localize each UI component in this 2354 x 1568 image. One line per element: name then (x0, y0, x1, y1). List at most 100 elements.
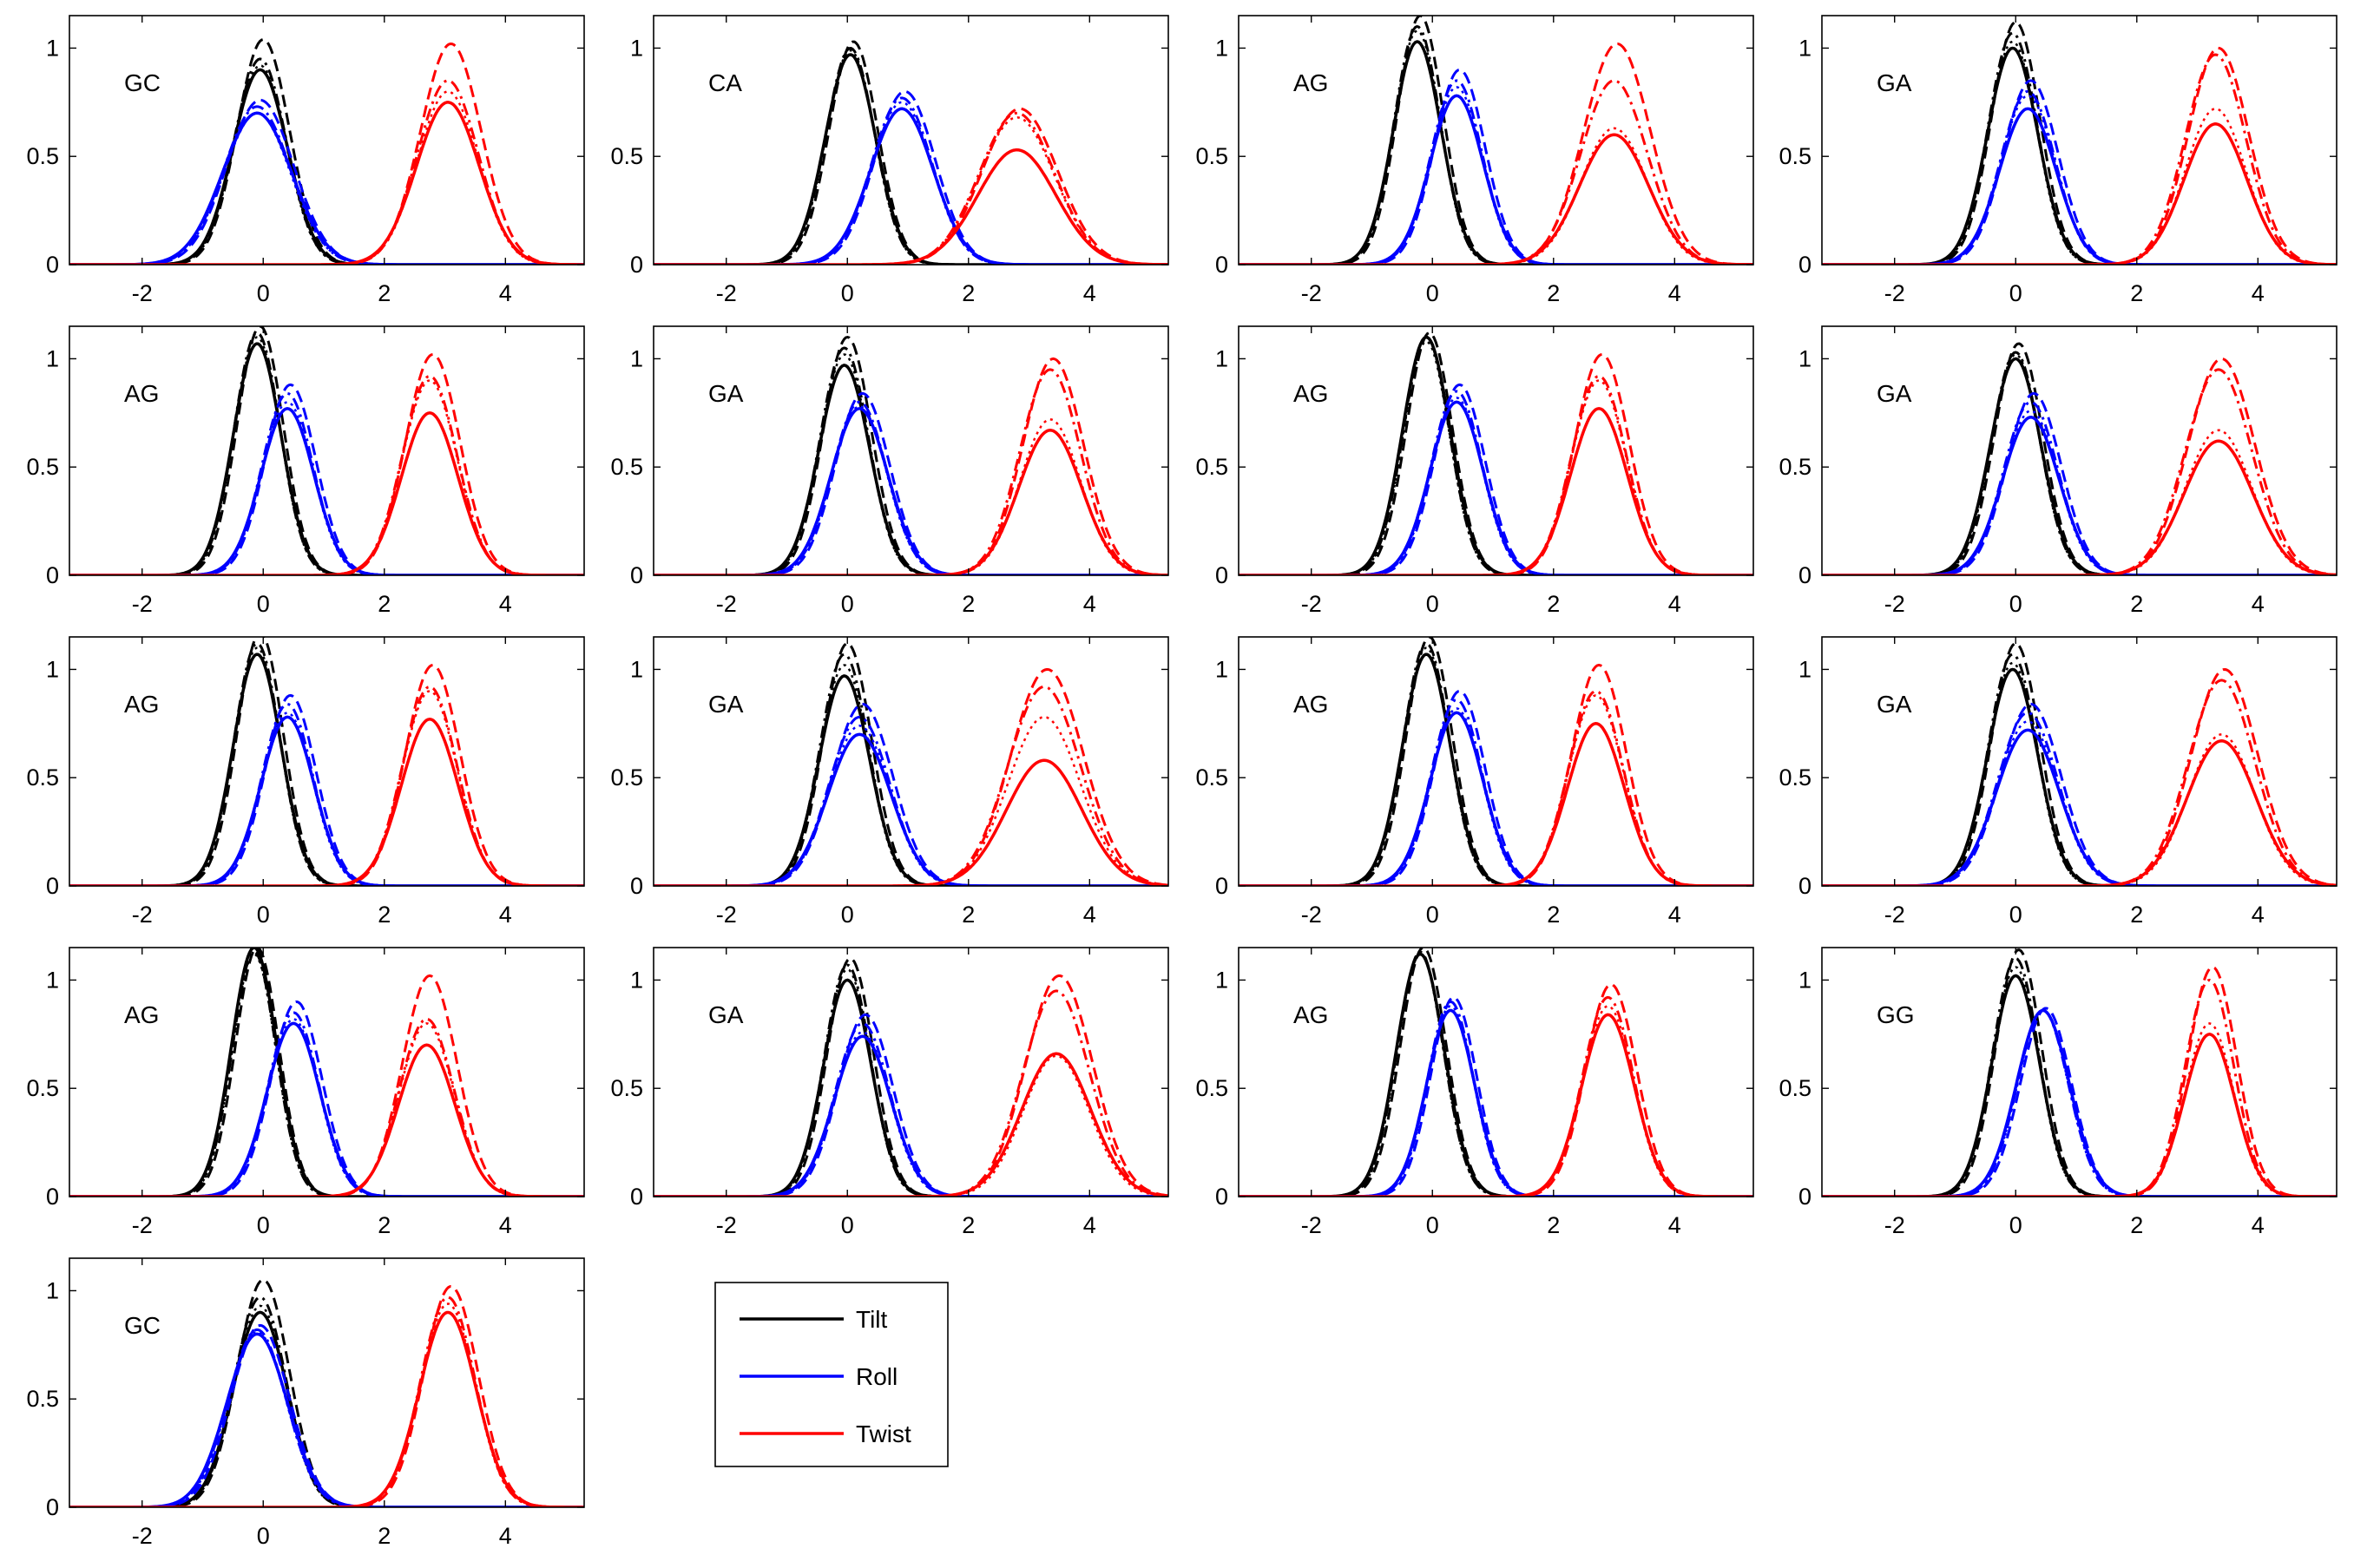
x-tick-label: 4 (2252, 1212, 2265, 1238)
legend-label: Twist (856, 1420, 911, 1447)
x-tick-label: 0 (841, 280, 854, 306)
y-tick-label: 0.5 (26, 764, 59, 791)
y-tick-label: 0.5 (1195, 1075, 1228, 1101)
x-tick-label: 0 (257, 1523, 270, 1549)
x-tick-label: 2 (962, 1212, 975, 1238)
y-tick-label: 0 (1798, 562, 1812, 588)
y-tick-label: 1 (1215, 345, 1228, 371)
roll-dashdot-line (1239, 390, 1753, 575)
x-tick-label: 0 (841, 591, 854, 617)
x-tick-label: -2 (132, 591, 153, 617)
x-tick-label: 2 (2130, 1212, 2143, 1238)
panel-curves (654, 40, 1168, 265)
y-tick-label: 1 (46, 656, 59, 682)
x-tick-label: 0 (841, 1212, 854, 1238)
legend-label: Roll (856, 1363, 898, 1390)
x-tick-label: 2 (378, 1212, 391, 1238)
y-tick-label: 0.5 (610, 764, 643, 791)
x-tick-label: 4 (499, 280, 512, 306)
y-tick-label: 0.5 (26, 1075, 59, 1101)
y-tick-label: 0 (1215, 1184, 1228, 1210)
y-tick-label: 1 (46, 967, 59, 993)
tilt-dashed-line (654, 40, 1168, 265)
y-tick-label: 1 (1215, 35, 1228, 61)
roll-dashed-line (1239, 996, 1753, 1197)
twist-dashed-line (1822, 966, 2337, 1197)
y-tick-label: 0.5 (610, 1075, 643, 1101)
tilt-dashed-line (654, 957, 1168, 1197)
x-tick-label: 4 (499, 591, 512, 617)
x-tick-label: -2 (1884, 1212, 1905, 1238)
legend: Tilt Roll Twist (714, 1282, 949, 1467)
panel-label: AG (124, 691, 159, 718)
tilt-dashed-line (654, 642, 1168, 886)
panel-7: -2 0 2 4 0 0.5 1 AG (1195, 325, 1754, 617)
y-tick-label: 0 (1215, 252, 1228, 278)
y-tick-label: 0.5 (26, 454, 59, 480)
tilt-dashdot-line (1239, 642, 1753, 886)
roll-dashdot-line (1239, 698, 1753, 886)
y-tick-label: 0 (630, 1184, 643, 1210)
y-tick-label: 0 (46, 562, 59, 588)
x-tick-label: 4 (1083, 591, 1096, 617)
axes-box (1821, 636, 2338, 887)
x-tick-label: 0 (1426, 280, 1439, 306)
x-tick-label: 4 (1668, 591, 1681, 617)
panel-1: -2 0 2 4 0 0.5 1 GC (26, 15, 585, 306)
y-tick-label: 0 (46, 873, 59, 899)
y-tick-label: 0 (1798, 873, 1812, 899)
tilt-dotted-line (654, 49, 1168, 265)
panel-label: GA (708, 691, 744, 718)
x-tick-label: 2 (2130, 280, 2143, 306)
panel-11: -2 0 2 4 0 0.5 1 AG (1195, 636, 1754, 928)
panels: -2 0 2 4 0 0.5 1 GC -2 0 2 4 0 0.5 1 CA -2 0 2 4 0 0.5 1 AG -2 0 2… (26, 15, 2338, 1549)
axes-box (69, 1257, 585, 1508)
x-tick-label: 0 (257, 280, 270, 306)
tilt-dashdot-line (69, 642, 584, 886)
x-tick-label: 2 (1547, 1212, 1560, 1238)
panel-14: -2 0 2 4 0 0.5 1 GA (610, 947, 1169, 1238)
x-tick-label: 4 (1083, 902, 1096, 928)
roll-solid-line (654, 407, 1168, 575)
axes-box (69, 15, 585, 266)
roll-solid-line (1239, 1008, 1753, 1197)
x-tick-label: -2 (1884, 902, 1905, 928)
x-tick-label: 2 (962, 902, 975, 928)
x-tick-label: 0 (2009, 591, 2022, 617)
roll-dotted-line (654, 1031, 1168, 1197)
x-tick-label: 0 (2009, 280, 2022, 306)
y-tick-label: 1 (1798, 35, 1812, 61)
y-tick-label: 1 (630, 35, 643, 61)
roll-dashdot-line (654, 1021, 1168, 1197)
y-tick-label: 0.5 (610, 454, 643, 480)
x-tick-label: 0 (2009, 1212, 2022, 1238)
tilt-dashdot-line (654, 963, 1168, 1197)
roll-dashdot-line (1239, 79, 1753, 265)
roll-dashdot-line (1822, 400, 2337, 575)
roll-dotted-line (1239, 86, 1753, 265)
x-tick-label: 4 (1083, 1212, 1096, 1238)
twist-dashed-line (654, 974, 1168, 1197)
tilt-dotted-line (1822, 966, 2337, 1197)
tilt-dashdot-line (1822, 31, 2337, 265)
twist-solid-line (1822, 122, 2337, 265)
x-tick-label: 2 (2130, 902, 2143, 928)
roll-dotted-line (1239, 1005, 1753, 1197)
axes-box (1238, 325, 1754, 576)
panel-6: -2 0 2 4 0 0.5 1 GA (610, 325, 1169, 617)
y-tick-label: 0 (46, 1494, 59, 1520)
tilt-dashed-line (1822, 342, 2337, 575)
y-tick-label: 1 (630, 967, 643, 993)
panel-label: GA (708, 1001, 744, 1028)
roll-dashed-line (69, 383, 584, 575)
x-tick-label: -2 (716, 1212, 737, 1238)
panel-label: CA (708, 69, 742, 96)
panel-label: GA (1877, 380, 1912, 407)
legend-box (714, 1282, 949, 1467)
twist-solid-line (1822, 439, 2337, 575)
x-tick-label: 4 (2252, 280, 2265, 306)
y-tick-label: 0.5 (26, 143, 59, 169)
panel-label: GC (124, 69, 161, 96)
twist-dashed-line (1822, 46, 2337, 265)
